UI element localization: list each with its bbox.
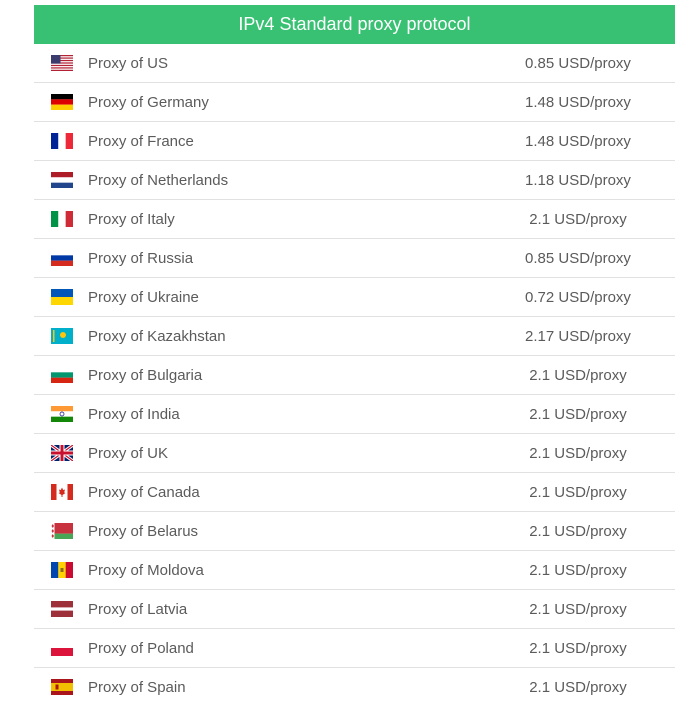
table-row: Proxy of Canada 2.1 USD/proxy: [34, 473, 675, 512]
belarus-flag-icon: [51, 523, 73, 539]
price-label: 0.72 USD/proxy: [525, 288, 631, 306]
table-row: Proxy of Bulgaria 2.1 USD/proxy: [34, 356, 675, 395]
table-row: Proxy of UK 2.1 USD/proxy: [34, 434, 675, 473]
netherlands-flag-icon: [51, 172, 73, 188]
price-label: 0.85 USD/proxy: [525, 54, 631, 72]
moldova-flag-icon: [51, 562, 73, 578]
price-label: 1.48 USD/proxy: [525, 132, 631, 150]
table-row: Proxy of Ukraine 0.72 USD/proxy: [34, 278, 675, 317]
price-label: 2.1 USD/proxy: [529, 600, 627, 618]
table-header: IPv4 Standard proxy protocol: [34, 5, 675, 44]
table-row: Proxy of Poland 2.1 USD/proxy: [34, 629, 675, 668]
country-label: Proxy of Belarus: [88, 522, 199, 540]
uk-flag-icon: [51, 445, 73, 461]
table-row: Proxy of Belarus 2.1 USD/proxy: [34, 512, 675, 551]
price-label: 2.1 USD/proxy: [529, 366, 627, 384]
price-label: 2.1 USD/proxy: [529, 444, 627, 462]
country-label: Proxy of Canada: [88, 483, 200, 501]
table-row: Proxy of Italy 2.1 USD/proxy: [34, 200, 675, 239]
table-row: Proxy of Germany 1.48 USD/proxy: [34, 83, 675, 122]
price-label: 2.1 USD/proxy: [529, 210, 627, 228]
france-flag-icon: [51, 133, 73, 149]
country-label: Proxy of Kazakhstan: [88, 327, 226, 345]
table-row: Proxy of Russia 0.85 USD/proxy: [34, 239, 675, 278]
price-label: 2.1 USD/proxy: [529, 483, 627, 501]
country-label: Proxy of Italy: [88, 210, 175, 228]
kazakhstan-flag-icon: [51, 328, 73, 344]
country-label: Proxy of Spain: [88, 679, 186, 696]
us-flag-icon: [51, 55, 73, 71]
italy-flag-icon: [51, 211, 73, 227]
country-label: Proxy of Latvia: [88, 600, 188, 618]
table-title: IPv4 Standard proxy protocol: [238, 14, 471, 34]
proxy-pricing-table: IPv4 Standard proxy protocol Proxy of US…: [34, 5, 675, 707]
table-row: Proxy of Netherlands 1.18 USD/proxy: [34, 161, 675, 200]
country-label: Proxy of Ukraine: [88, 288, 199, 306]
spain-flag-icon: [51, 679, 73, 695]
price-label: 2.1 USD/proxy: [529, 522, 627, 540]
table-row: Proxy of Kazakhstan 2.17 USD/proxy: [34, 317, 675, 356]
price-label: 2.1 USD/proxy: [529, 561, 627, 579]
country-label: Proxy of Bulgaria: [88, 366, 203, 384]
germany-flag-icon: [51, 94, 73, 110]
country-label: Proxy of France: [88, 132, 194, 150]
india-flag-icon: [51, 406, 73, 422]
country-label: Proxy of Netherlands: [88, 171, 229, 189]
country-label: Proxy of Germany: [88, 93, 209, 111]
ukraine-flag-icon: [51, 289, 73, 305]
country-label: Proxy of Poland: [88, 639, 194, 657]
table-row: Proxy of France 1.48 USD/proxy: [34, 122, 675, 161]
country-label: Proxy of Russia: [88, 249, 194, 267]
table-row: Proxy of US 0.85 USD/proxy: [34, 44, 675, 83]
table-row: Proxy of Latvia 2.1 USD/proxy: [34, 590, 675, 629]
price-label: 2.1 USD/proxy: [529, 639, 627, 657]
country-label: Proxy of US: [88, 54, 169, 72]
country-label: Proxy of India: [88, 405, 180, 423]
price-label: 2.1 USD/proxy: [529, 405, 627, 423]
canada-flag-icon: [51, 484, 73, 500]
price-label: 1.18 USD/proxy: [525, 171, 631, 189]
poland-flag-icon: [51, 640, 73, 656]
latvia-flag-icon: [51, 601, 73, 617]
price-label: 0.85 USD/proxy: [525, 249, 631, 267]
country-label: Proxy of Moldova: [88, 561, 204, 579]
russia-flag-icon: [51, 250, 73, 266]
table-row: Proxy of Moldova 2.1 USD/proxy: [34, 551, 675, 590]
price-label: 2.1 USD/proxy: [529, 679, 627, 696]
price-label: 1.48 USD/proxy: [525, 93, 631, 111]
country-label: Proxy of UK: [88, 444, 169, 462]
price-label: 2.17 USD/proxy: [525, 327, 631, 345]
bulgaria-flag-icon: [51, 367, 73, 383]
table-row: Proxy of India 2.1 USD/proxy: [34, 395, 675, 434]
table-row: Proxy of Spain 2.1 USD/proxy: [34, 668, 675, 707]
